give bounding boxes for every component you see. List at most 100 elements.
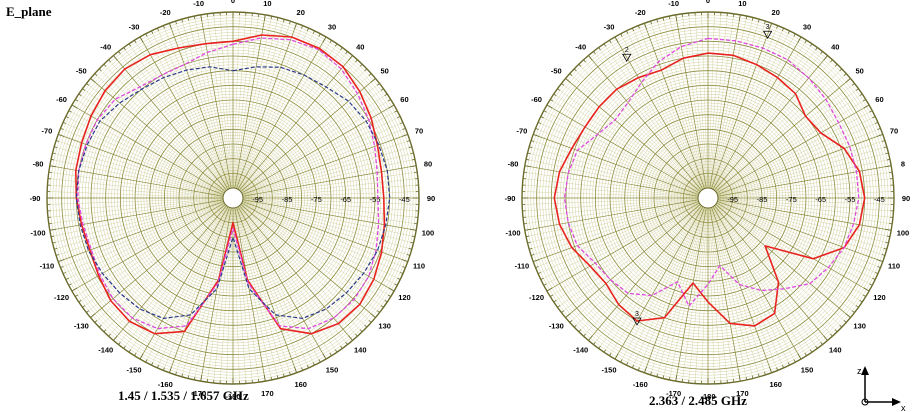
rim-tick — [885, 152, 889, 155]
rim-tick — [859, 93, 863, 96]
rim-tick — [359, 63, 363, 67]
rim-tick — [86, 310, 90, 313]
grid-spoke — [711, 25, 778, 189]
rim-tick — [98, 68, 102, 72]
grid-spoke — [175, 21, 231, 189]
rim-tick — [54, 146, 58, 148]
rim-tick — [529, 248, 533, 250]
grid-spoke — [644, 23, 705, 189]
marker-triangle-icon — [632, 317, 642, 326]
grid-spoke — [145, 206, 229, 363]
grid-spoke — [717, 198, 894, 212]
rim-tick — [169, 23, 172, 29]
series-line-2 — [77, 37, 380, 330]
rim-tick — [294, 23, 297, 29]
rim-tick — [569, 320, 573, 323]
grid-spoke — [626, 206, 704, 366]
rim-tick — [200, 14, 203, 21]
rim-tick — [525, 158, 530, 161]
rim-tick — [598, 47, 601, 51]
grid-spoke — [716, 202, 873, 286]
rim-tick — [830, 59, 833, 63]
grid-spoke — [113, 55, 227, 191]
rim-tick — [764, 371, 766, 376]
angle-tick-label: -20 — [635, 8, 646, 17]
grid-spoke — [709, 207, 747, 380]
angle-tick-label: 100 — [422, 228, 435, 237]
grid-spoke — [578, 205, 702, 332]
rim-tick — [156, 365, 159, 369]
rim-tick — [82, 305, 86, 308]
angle-tick-label: 8 — [901, 160, 905, 169]
rim-tick — [668, 376, 671, 381]
rim-tick — [380, 88, 384, 91]
grid-spoke — [540, 202, 700, 280]
angle-tick-label: -40 — [100, 42, 111, 51]
rim-tick — [540, 277, 544, 280]
rim-tick — [402, 134, 408, 137]
rim-tick — [609, 352, 612, 356]
grid-spoke — [717, 199, 890, 237]
angle-tick-label: -170 — [666, 389, 681, 398]
grid-spoke — [99, 68, 226, 192]
rim-tick — [400, 121, 404, 124]
rim-tick — [397, 277, 401, 280]
rim-tick — [527, 241, 531, 244]
rim-tick — [55, 140, 60, 142]
rim-tick — [162, 367, 165, 371]
angle-tick-label: 150 — [801, 365, 814, 374]
rim-tick — [815, 47, 818, 51]
rim-tick — [402, 266, 406, 269]
angle-tick-label: 0 — [231, 0, 235, 5]
rim-tick — [312, 30, 315, 34]
axis-triad: z x — [857, 366, 906, 412]
rim-tick — [543, 283, 547, 286]
grid-spoke — [717, 159, 890, 197]
grid-spoke — [715, 204, 847, 323]
angle-tick-label: 50 — [856, 67, 864, 76]
grid-spoke — [240, 73, 372, 192]
grid-spoke — [656, 19, 706, 189]
grid-spoke — [58, 134, 224, 195]
angle-tick-label: 110 — [413, 262, 425, 271]
grid-spoke — [709, 16, 747, 189]
grid-spoke — [234, 207, 260, 383]
rim-tick — [318, 359, 321, 363]
angle-tick-label: 40 — [356, 42, 364, 51]
radial-tick-label: -45 — [399, 195, 410, 204]
rim-tick — [557, 88, 561, 91]
grid-spoke — [701, 12, 708, 189]
rim-tick — [751, 17, 754, 21]
rim-tick — [408, 146, 412, 148]
rim-tick — [193, 15, 196, 20]
grid-spoke — [650, 21, 706, 189]
grid-spoke — [234, 13, 260, 189]
series-line-1 — [75, 34, 386, 335]
marker-label: 3 — [766, 24, 770, 31]
grid-spoke — [524, 199, 699, 231]
rim-tick — [543, 110, 547, 113]
angle-tick-label: -30 — [129, 23, 140, 32]
grid-spoke — [713, 206, 807, 356]
angle-tick-label: 20 — [772, 8, 780, 17]
angle-tick-label: 10 — [263, 0, 271, 8]
rim-tick — [650, 371, 652, 376]
grid-spoke — [713, 206, 813, 353]
grid-spoke — [598, 47, 703, 190]
radial-tick-label: -95 — [252, 195, 263, 204]
rim-tick — [529, 146, 533, 148]
rim-tick — [550, 294, 554, 297]
rim-tick — [764, 20, 766, 25]
rim-tick — [50, 235, 55, 238]
rim-tick — [855, 305, 859, 308]
angle-tick-label: -140 — [573, 346, 588, 355]
z-arrow-icon — [861, 366, 869, 375]
grid-spoke — [78, 93, 225, 193]
grid-spoke — [711, 207, 778, 371]
rim-tick — [875, 121, 879, 124]
rim-tick — [193, 376, 196, 381]
rim-tick — [50, 158, 55, 161]
rim-tick — [863, 287, 870, 292]
grid-spoke — [242, 122, 403, 195]
rim-tick — [650, 20, 652, 25]
